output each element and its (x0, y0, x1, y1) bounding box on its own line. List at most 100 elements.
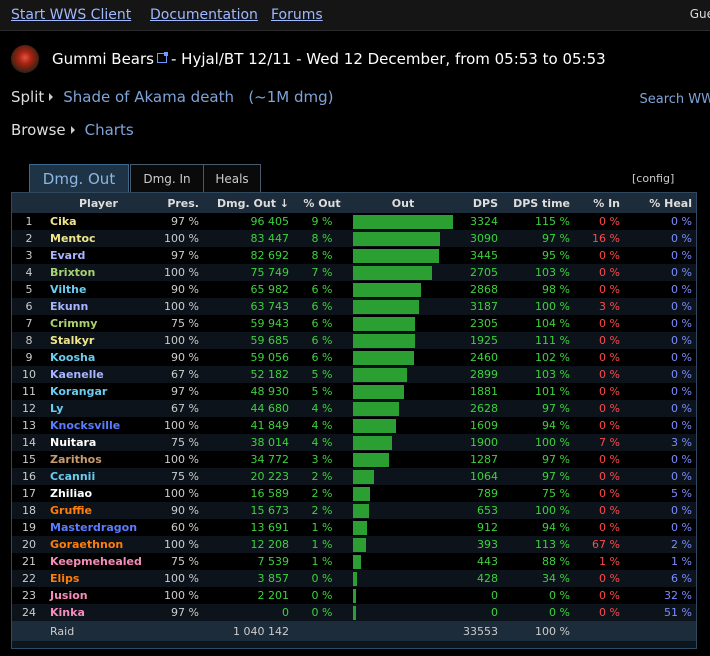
dmg-bar (353, 367, 407, 382)
charts-link[interactable]: Charts (84, 121, 134, 139)
player-name[interactable]: Korangar (46, 383, 151, 400)
raid-total-dps: 33553 (455, 621, 502, 641)
dmg-bar (353, 231, 440, 246)
dmg-out: 59 943 (203, 315, 293, 332)
player-name[interactable]: Keepmehealed (46, 553, 151, 570)
player-name[interactable]: Ly (46, 400, 151, 417)
pct-out: 6 % (293, 315, 351, 332)
row-rank: 19 (12, 519, 46, 536)
config-link[interactable]: [config] (632, 172, 675, 185)
pct-heal: 3 % (624, 434, 696, 451)
external-link-icon[interactable] (156, 52, 168, 63)
dps-time: 111 % (502, 332, 574, 349)
player-name[interactable]: Brixton (46, 264, 151, 281)
player-name[interactable]: Masterdragon (46, 519, 151, 536)
col-presence[interactable]: Pres. (151, 193, 203, 213)
dmg-bar (353, 571, 357, 586)
documentation-link[interactable]: Documentation (150, 7, 258, 23)
player-name[interactable]: Kaenelle (46, 366, 151, 383)
tab-dmg-out[interactable]: Dmg. Out (29, 164, 129, 193)
row-rank: 13 (12, 417, 46, 434)
pct-out: 0 % (293, 604, 351, 621)
player-name[interactable]: Zarithos (46, 451, 151, 468)
player-name[interactable]: Zhiliao (46, 485, 151, 502)
dmg-out: 3 857 (203, 570, 293, 587)
presence: 100 % (151, 264, 203, 281)
search-link[interactable]: Search WW (639, 92, 710, 107)
col-dmg-out[interactable]: Dmg. Out ↓ (203, 193, 293, 213)
pct-in: 0 % (574, 247, 624, 264)
player-name[interactable]: Ccannii (46, 468, 151, 485)
dmg-out: 59 056 (203, 349, 293, 366)
player-name[interactable]: Knocksville (46, 417, 151, 434)
col-dps-time[interactable]: DPS time (502, 193, 574, 213)
player-name[interactable]: Koosha (46, 349, 151, 366)
presence: 90 % (151, 281, 203, 298)
tab-heals[interactable]: Heals (203, 164, 261, 193)
presence: 90 % (151, 349, 203, 366)
col-pct-in[interactable]: % In (574, 193, 624, 213)
col-player[interactable]: Player (46, 193, 151, 213)
dmg-bar (353, 469, 374, 484)
dps-time: 100 % (502, 298, 574, 315)
dmg-bar (353, 248, 439, 263)
player-name[interactable]: Gruffie (46, 502, 151, 519)
player-name[interactable]: Kinka (46, 604, 151, 621)
row-rank: 23 (12, 587, 46, 604)
dps: 2705 (455, 264, 502, 281)
pct-out: 6 % (293, 281, 351, 298)
tab-dmg-in[interactable]: Dmg. In (130, 164, 204, 193)
player-name[interactable]: Elips (46, 570, 151, 587)
presence: 90 % (151, 502, 203, 519)
table-row: 4 Brixton 100 % 75 749 7 % 2705 103 % 0 % 0 % (12, 264, 696, 281)
player-name[interactable]: Stalkyr (46, 332, 151, 349)
dmg-out: 65 982 (203, 281, 293, 298)
split-breadcrumb: Split Shade of Akama death (~1M dmg) (11, 88, 334, 106)
pct-in: 0 % (574, 349, 624, 366)
row-rank: 7 (12, 315, 46, 332)
guild-logo-icon (11, 45, 39, 73)
raid-total-dps-time: 100 % (502, 621, 574, 641)
player-name[interactable]: Vilthe (46, 281, 151, 298)
table-row: 22 Elips 100 % 3 857 0 % 428 34 % 0 % 6 % (12, 570, 696, 587)
player-name[interactable]: Goraethnon (46, 536, 151, 553)
presence: 100 % (151, 587, 203, 604)
presence: 100 % (151, 485, 203, 502)
dmg-out: 52 182 (203, 366, 293, 383)
presence: 100 % (151, 451, 203, 468)
pct-heal: 6 % (624, 570, 696, 587)
arrow-right-icon (70, 126, 75, 134)
player-name[interactable]: Evard (46, 247, 151, 264)
player-name[interactable]: Cika (46, 213, 151, 230)
raid-total-row: Raid 1 040 142 33553 100 % (12, 621, 696, 641)
presence: 75 % (151, 434, 203, 451)
row-rank: 9 (12, 349, 46, 366)
pct-heal: 2 % (624, 536, 696, 553)
player-name[interactable]: Jusion (46, 587, 151, 604)
pct-out: 1 % (293, 536, 351, 553)
player-name[interactable]: Mentoc (46, 230, 151, 247)
col-pct-heal[interactable]: % Heal (624, 193, 696, 213)
pct-out: 2 % (293, 502, 351, 519)
col-dps[interactable]: DPS (455, 193, 502, 213)
dps-time: 102 % (502, 349, 574, 366)
col-pct-out[interactable]: % Out (293, 193, 351, 213)
pct-in: 0 % (574, 468, 624, 485)
start-wws-client-link[interactable]: Start WWS Client (11, 7, 132, 23)
pct-heal: 1 % (624, 553, 696, 570)
player-name[interactable]: Ekunn (46, 298, 151, 315)
row-rank: 17 (12, 485, 46, 502)
raid-total-dmg: 1 040 142 (203, 621, 293, 641)
forums-link[interactable]: Forums (271, 7, 323, 23)
player-name[interactable]: Nuitara (46, 434, 151, 451)
dps: 1287 (455, 451, 502, 468)
arrow-right-icon (49, 93, 54, 101)
row-rank: 18 (12, 502, 46, 519)
dmg-bar (353, 554, 361, 569)
guild-name[interactable]: Gummi Bears (52, 50, 154, 68)
presence: 97 % (151, 213, 203, 230)
player-name[interactable]: Crimmy (46, 315, 151, 332)
dmg-out: 82 692 (203, 247, 293, 264)
split-target-link[interactable]: Shade of Akama death (63, 88, 235, 106)
pct-in: 67 % (574, 536, 624, 553)
